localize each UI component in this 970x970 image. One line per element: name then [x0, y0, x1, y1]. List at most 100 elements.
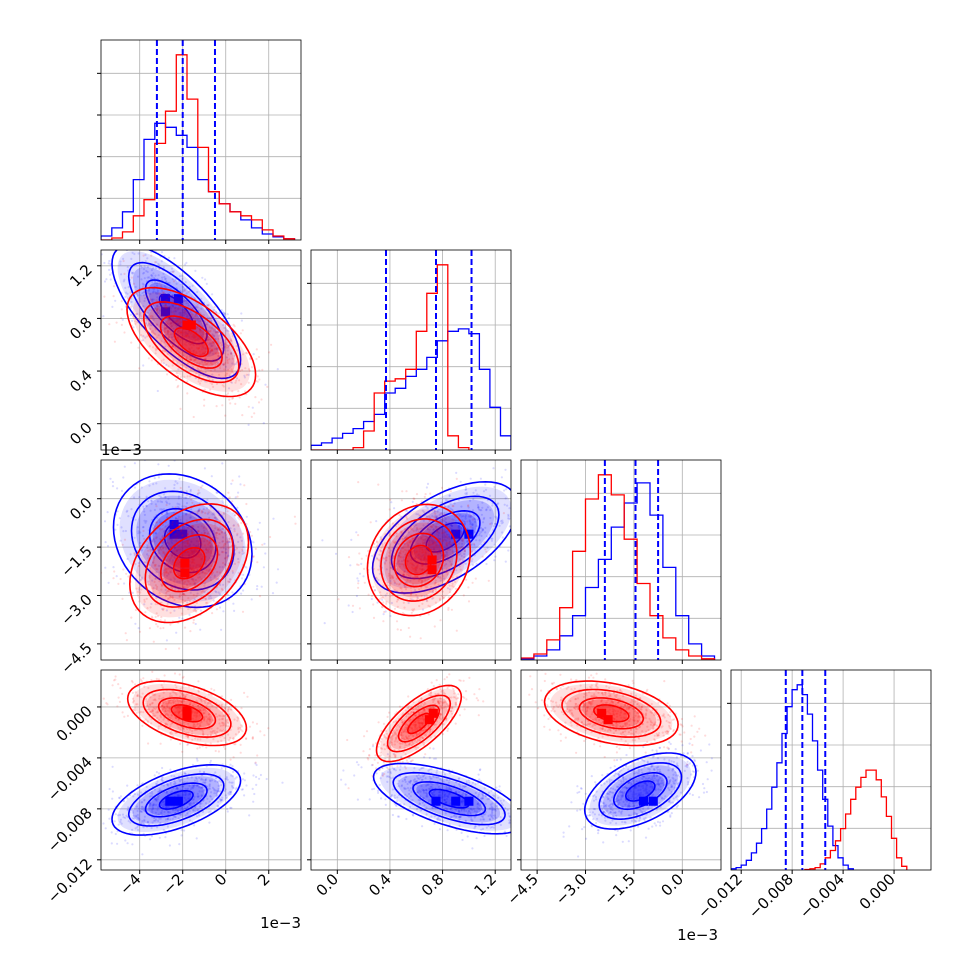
sample-point — [209, 568, 212, 572]
sample-point — [197, 525, 200, 529]
sample-point — [184, 580, 187, 583]
sample-point — [154, 565, 157, 568]
sample-point — [220, 309, 223, 312]
sample-point — [230, 339, 233, 342]
sample-point — [463, 556, 466, 559]
sample-point — [231, 362, 234, 365]
sample-point — [194, 578, 197, 582]
sample-point — [461, 539, 464, 542]
sample-point — [209, 550, 212, 553]
sample-point — [442, 577, 446, 580]
sample-point — [227, 392, 230, 395]
sample-point — [194, 377, 197, 380]
sample-point — [418, 527, 422, 530]
sample-point — [215, 347, 218, 350]
sample-point — [179, 321, 182, 324]
sample-point — [107, 262, 110, 265]
sample-point — [438, 537, 441, 541]
sample-point — [117, 582, 120, 586]
sample-point — [477, 506, 480, 509]
sample-point — [200, 379, 203, 382]
sample-point — [170, 325, 173, 328]
sample-point — [155, 505, 158, 508]
sample-point — [466, 544, 470, 547]
sample-point — [192, 317, 195, 320]
panel-content — [101, 670, 301, 870]
sample-point — [232, 512, 235, 515]
sample-point — [215, 311, 218, 314]
sample-point — [171, 300, 174, 303]
sample-point — [203, 789, 206, 792]
sample-point — [225, 777, 228, 780]
sample-point — [155, 532, 158, 535]
sample-point — [170, 587, 173, 590]
sample-point — [226, 810, 229, 813]
sample-point — [200, 334, 203, 337]
sample-point — [207, 787, 210, 790]
sample-point — [438, 576, 441, 580]
contour-red — [404, 544, 434, 576]
sample-point — [375, 541, 378, 544]
sample-point — [136, 526, 139, 529]
sample-point — [180, 364, 183, 367]
sample-point — [190, 550, 194, 553]
sample-point — [395, 532, 398, 535]
sample-point — [157, 476, 160, 479]
sample-point — [445, 570, 448, 573]
sample-point — [221, 540, 224, 543]
sample-point — [186, 540, 190, 543]
sample-point — [409, 541, 412, 544]
sample-point — [183, 299, 186, 302]
sample-point — [161, 294, 164, 297]
sample-point — [424, 585, 427, 589]
sample-point — [183, 829, 186, 832]
sample-point — [141, 282, 144, 285]
sample-point — [396, 605, 399, 608]
sample-point — [119, 263, 122, 266]
sample-point — [178, 359, 181, 362]
sample-point — [252, 556, 255, 559]
sample-point — [222, 511, 225, 514]
sample-point — [113, 820, 116, 823]
sample-point — [218, 533, 221, 536]
sample-point — [122, 280, 125, 283]
sample-point — [177, 345, 180, 348]
sample-point — [466, 520, 469, 523]
sample-point — [481, 528, 484, 531]
sample-point — [166, 597, 170, 600]
sample-point — [213, 334, 216, 337]
sample-point — [415, 576, 418, 579]
sample-point — [425, 552, 428, 555]
sample-point — [218, 520, 221, 523]
sample-point — [398, 551, 401, 554]
sample-point — [155, 798, 158, 801]
sample-point — [436, 575, 439, 578]
sample-point — [228, 537, 231, 540]
sample-point — [224, 551, 228, 554]
sample-point — [398, 554, 401, 557]
sample-point — [139, 313, 142, 316]
sample-point — [214, 551, 217, 554]
sample-point — [120, 300, 123, 303]
sample-point — [191, 555, 194, 559]
sample-point — [471, 550, 474, 553]
sample-point — [440, 486, 444, 489]
sample-point — [410, 551, 413, 554]
sample-point — [147, 289, 150, 292]
sample-point — [174, 509, 177, 512]
sample-point — [238, 475, 241, 478]
sample-point — [433, 541, 436, 544]
sample-point — [170, 267, 174, 270]
sample-point — [143, 565, 146, 568]
sample-point — [178, 595, 181, 598]
sample-point — [163, 304, 166, 307]
panel-2-2 — [517, 459, 722, 664]
sample-point — [153, 563, 156, 567]
sample-point — [135, 805, 138, 808]
sample-point — [402, 573, 405, 576]
sample-point — [399, 576, 403, 579]
sample-point — [392, 540, 395, 543]
sample-point — [107, 581, 110, 584]
sample-point — [171, 359, 175, 362]
sample-point — [210, 475, 213, 478]
